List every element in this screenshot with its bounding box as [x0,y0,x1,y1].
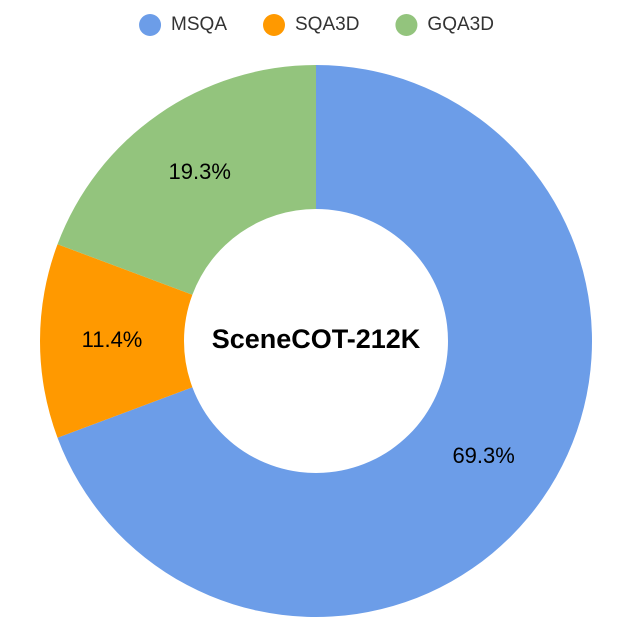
slice-msqa [57,65,593,617]
legend-marker-sqa3d [263,14,285,36]
legend-item-msqa: MSQA [139,14,227,36]
legend-marker-msqa [139,14,162,36]
slice-labels: 69.3% 11.4% 19.3% [82,159,515,468]
slice-label-gqa3d: 19.3% [169,159,231,184]
legend-label-gqa3d: GQA3D [427,14,494,35]
slice-label-sqa3d: 11.4% [82,327,143,352]
slices [39,65,593,617]
legend-marker-gqa3d [395,14,418,36]
legend: MSQA SQA3D GQA3D [139,14,494,36]
center-label: SceneCOT-212K [212,324,421,354]
slice-label-msqa: 69.3% [452,443,514,468]
slice-sqa3d [39,244,193,438]
legend-item-sqa3d: SQA3D [263,14,359,36]
slice-gqa3d [57,65,316,295]
legend-item-gqa3d: GQA3D [395,14,494,36]
legend-label-msqa: MSQA [171,14,227,35]
legend-label-sqa3d: SQA3D [295,14,359,35]
